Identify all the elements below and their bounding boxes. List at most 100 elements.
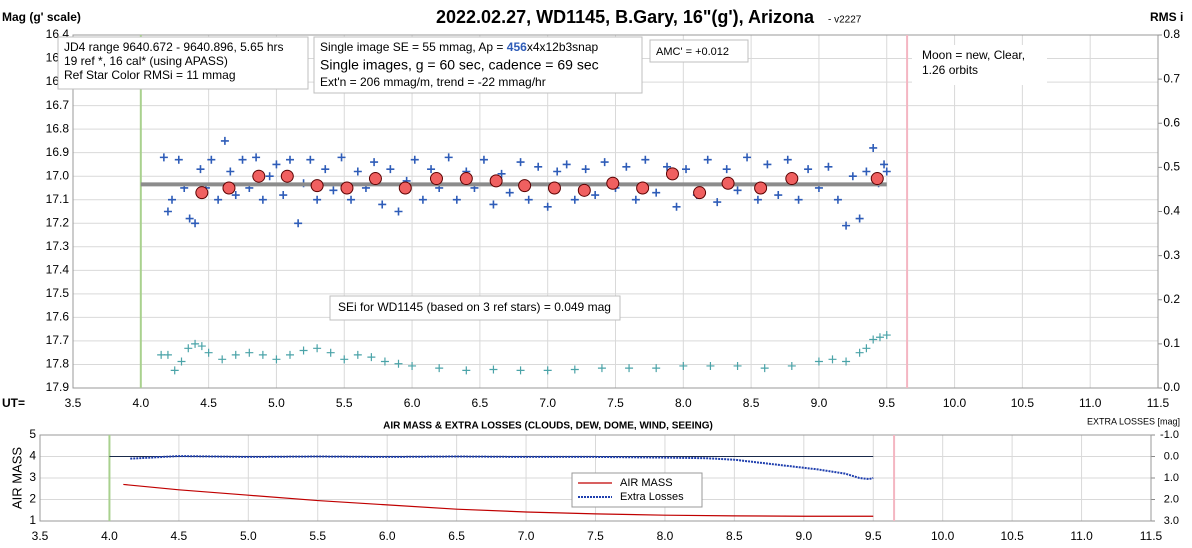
y-tick-label: 17.7 [46, 333, 70, 347]
data-point [174, 155, 183, 164]
data-point [218, 355, 227, 364]
data-point [204, 348, 213, 357]
data-point [652, 188, 661, 197]
y-tick-label: 16.9 [46, 145, 70, 159]
data-point [479, 155, 488, 164]
data-point [231, 350, 240, 359]
info-text: Moon = new, Clear, [922, 48, 1025, 62]
y2-tick-label: 1.0 [1164, 472, 1179, 484]
data-point [855, 348, 864, 357]
data-point [353, 167, 362, 176]
data-point [524, 195, 533, 204]
top-panel: 3.5 4.0 4.5 5.0 5.5 6.0 6.5 7.0 7.5 8.0 8.5 9.0 9.5 1… [46, 27, 1181, 410]
data-point [370, 158, 379, 167]
data-point [880, 160, 889, 169]
data-point [597, 364, 606, 373]
data-point [534, 162, 543, 171]
x-tick-label: 6.0 [379, 529, 396, 543]
data-point [622, 162, 631, 171]
data-point [177, 357, 186, 366]
x-tick-label: 8.5 [726, 529, 743, 543]
data-point [713, 198, 722, 207]
data-point [329, 186, 338, 195]
data-point [272, 160, 281, 169]
data-point [184, 344, 193, 353]
y2-tick-label: 3.0 [1164, 515, 1179, 527]
data-point [862, 167, 871, 176]
average-point [459, 172, 473, 186]
y2-tick-label: 0.6 [1163, 115, 1180, 129]
x-tick-label: 11.5 [1147, 396, 1170, 410]
data-point [553, 167, 562, 176]
y2-tick-label: -1.0 [1160, 429, 1179, 441]
y-axis-label: Mag (g' scale) [2, 10, 81, 24]
chart-subtitle: - v2227 [828, 15, 862, 26]
chart-title: 2022.02.27, WD1145, B.Gary, 16"(g'), Ari… [436, 7, 815, 27]
info-text: AMC' = +0.012 [656, 46, 729, 58]
data-point [191, 339, 200, 348]
y-tick-label: 17.9 [46, 380, 70, 394]
average-point [693, 186, 707, 200]
y2-axis-label: EXTRA LOSSES [mag] [1087, 416, 1180, 426]
average-point [222, 181, 236, 195]
info-text: x4x12b3snap [527, 40, 599, 54]
info-text: 456 [507, 40, 527, 54]
data-point [804, 165, 813, 174]
average-point [340, 181, 354, 195]
data-point [581, 165, 590, 174]
data-point [591, 191, 600, 200]
y2-tick-label: 0.5 [1163, 160, 1180, 174]
x-tick-label: 10.5 [1000, 529, 1024, 543]
average-point [195, 186, 209, 200]
y2-tick-label: 0.8 [1163, 27, 1180, 41]
data-point [882, 167, 891, 176]
legend-label: Extra Losses [620, 491, 684, 503]
data-point [214, 195, 223, 204]
info-text: SEi for WD1145 (based on 3 ref stars) = … [338, 300, 611, 314]
data-point [286, 350, 294, 359]
data-point [163, 350, 172, 359]
chart-title: AIR MASS & EXTRA LOSSES (CLOUDS, DEW, DO… [383, 421, 713, 432]
data-point [875, 333, 884, 342]
data-point [326, 348, 335, 357]
y2-axis-label: RMS i [1150, 10, 1183, 24]
x-tick-label: 3.5 [32, 529, 49, 543]
y2-tick-label: 0.1 [1163, 336, 1180, 350]
data-point [367, 353, 376, 362]
average-point [785, 172, 799, 186]
data-point [265, 172, 274, 181]
data-point [306, 155, 315, 164]
data-point [394, 207, 403, 216]
data-point [833, 195, 842, 204]
average-point [489, 174, 503, 188]
y-axis-label: AIR MASS [9, 447, 24, 509]
data-point [207, 155, 216, 164]
data-point [252, 153, 261, 162]
data-point [220, 136, 229, 145]
y2-tick-label: 0.4 [1163, 204, 1180, 218]
average-point [636, 181, 650, 195]
legend-label: AIR MASS [620, 477, 673, 489]
data-point [516, 366, 525, 375]
x-tick-label: 5.0 [268, 396, 285, 410]
data-point [347, 195, 356, 204]
data-point [682, 165, 691, 174]
data-point [258, 350, 267, 359]
series-line [123, 483, 874, 517]
x-tick-label: 3.5 [65, 396, 82, 410]
data-point [245, 348, 254, 357]
data-point [489, 365, 498, 374]
data-point [625, 364, 634, 373]
data-point [753, 195, 762, 204]
x-tick-label: 8.0 [657, 529, 674, 543]
data-point [760, 364, 769, 373]
data-point [543, 366, 552, 375]
x-tick-label: 6.5 [472, 396, 489, 410]
average-point [665, 167, 679, 181]
average-point [368, 172, 382, 186]
y-tick-label: 1 [29, 513, 36, 527]
average-point [606, 176, 620, 190]
data-point [321, 165, 330, 174]
average-point [870, 172, 884, 186]
